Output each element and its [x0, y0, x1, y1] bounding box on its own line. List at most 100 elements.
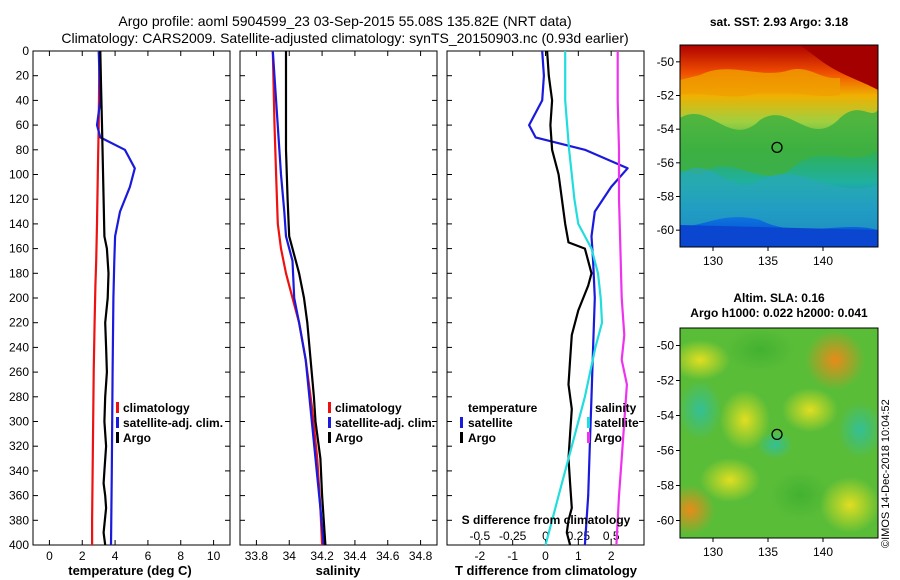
- depth-tick-label: 20: [16, 69, 30, 83]
- depth-tick-label: 360: [9, 489, 29, 503]
- lon-tick-label: 135: [758, 545, 778, 559]
- x-tick-label: 33.8: [245, 549, 269, 563]
- depth-tick-label: 140: [9, 217, 29, 231]
- sst-map-title: sat. SST: 2.93 Argo: 3.18: [710, 15, 849, 29]
- sst-field: [680, 45, 878, 247]
- depth-tick-label: 120: [9, 192, 29, 206]
- lon-tick-label: 130: [703, 254, 723, 268]
- t-difference-axis: -2 -1 0 1 2: [447, 50, 644, 563]
- salinity-panel-frame: [239, 50, 438, 546]
- depth-axis: 0 20 40 60 80 100 120 140 160 180 200 220 240 260 280 3…: [9, 44, 29, 552]
- difference-legend: temperature satellite Argo salinity sate…: [460, 401, 639, 445]
- title-line-2: Climatology: CARS2009. Satellite-adjuste…: [61, 30, 628, 46]
- difference-xlabel: T difference from climatology: [455, 563, 638, 578]
- lon-tick-label: 135: [758, 254, 778, 268]
- legend-t-argo: Argo: [468, 431, 496, 445]
- depth-tick-label: 280: [9, 390, 29, 404]
- depth-tick-label: 160: [9, 242, 29, 256]
- temperature-panel: 0204060801001201401601802002202402602803…: [9, 44, 231, 578]
- sst-map: sat. SST: 2.93 Argo: 3.18 -50-52-54-56-5…: [657, 15, 879, 268]
- x-tick-label: 10: [207, 549, 221, 563]
- sla-field: [680, 328, 878, 538]
- depth-tick-label: 260: [9, 365, 29, 379]
- legend-satellite-adj: satellite-adj. clim.: [123, 416, 223, 430]
- lon-tick-label: 130: [703, 545, 723, 559]
- series-line-t-argo: [546, 50, 593, 546]
- title-line-1: Argo profile: aoml 5904599_23 03-Sep-201…: [118, 13, 571, 29]
- x-tick-label: -2: [474, 549, 485, 563]
- series-line-s-satellite: [544, 51, 604, 546]
- x-tick-label: 34.2: [310, 549, 334, 563]
- depth-tick-label: 200: [9, 291, 29, 305]
- lat-tick-label: -60: [657, 514, 675, 528]
- x-tick-label: 4: [112, 549, 119, 563]
- legend-s-satellite: satellite: [594, 416, 639, 430]
- depth-tick-label: 400: [9, 538, 29, 552]
- x-tick-label: 0: [542, 549, 549, 563]
- x-tick-label: 6: [145, 549, 152, 563]
- lon-tick-label: 140: [813, 545, 833, 559]
- x2-tick-label: 0.5: [603, 529, 620, 543]
- legend-s-argo: Argo: [594, 431, 622, 445]
- depth-tick-label: 300: [9, 415, 29, 429]
- legend-salinity-title: salinity: [595, 401, 637, 415]
- depth-tick-label: 100: [9, 168, 29, 182]
- temperature-xlabel: temperature (deg C): [68, 563, 192, 578]
- x-tick-label: 34: [283, 549, 297, 563]
- sla-map: Altim. SLA: 0.16 Argo h1000: 0.022 h2000…: [657, 291, 879, 560]
- lat-tick-label: -52: [657, 89, 675, 103]
- depth-tick-label: 0: [22, 44, 29, 58]
- legend-climatology: climatology: [123, 401, 190, 415]
- legend-argo: Argo: [335, 431, 363, 445]
- lat-tick-label: -56: [657, 156, 675, 170]
- depth-tick-label: 220: [9, 316, 29, 330]
- depth-tick-label: 340: [9, 464, 29, 478]
- legend-climatology: climatology: [335, 401, 402, 415]
- lat-tick-label: -58: [657, 479, 675, 493]
- difference-x2label: S difference from climatology: [462, 513, 631, 527]
- series-line-climatology: [271, 50, 324, 546]
- sla-map-title-1: Altim. SLA: 0.16: [733, 291, 825, 305]
- sla-map-title-2: Argo h1000: 0.022 h2000: 0.041: [690, 306, 868, 320]
- lat-tick-label: -54: [657, 122, 675, 136]
- sla-map-axes: -50 -52 -54 -56 -58 -60 130 135 140: [657, 339, 834, 560]
- depth-tick-label: 60: [16, 118, 30, 132]
- lon-tick-label: 140: [813, 254, 833, 268]
- depth-tick-label: 240: [9, 340, 29, 354]
- temperature-axis: 0 2 4 6 8 10: [33, 50, 230, 563]
- series-line-argo: [284, 51, 327, 546]
- series-line-satellite-adj-clim-: [95, 50, 136, 546]
- x-tick-label: 0: [46, 549, 53, 563]
- timestamp-stamp: ©IMOS 14-Dec-2018 10:04:52: [880, 399, 892, 548]
- temperature-series: [90, 50, 136, 546]
- series-line-climatology: [90, 50, 101, 545]
- x2-tick-label: -0.25: [499, 529, 527, 543]
- x-tick-label: 34.4: [343, 549, 367, 563]
- x2-tick-label: 0: [542, 529, 549, 543]
- salinity-panel: 33.8 34 34.2 34.4 34.6 34.8 salinity climatol…: [239, 50, 438, 578]
- x-tick-label: 2: [79, 549, 86, 563]
- salinity-axis: 33.8 34 34.2 34.4 34.6 34.8: [240, 50, 437, 563]
- temperature-legend: climatology satellite-adj. clim. Argo: [116, 401, 223, 445]
- series-line-argo: [99, 50, 110, 546]
- sst-argo-marker: [771, 141, 783, 153]
- sla-argo-marker: [771, 428, 783, 441]
- sst-map-frame: [679, 44, 879, 248]
- difference-panel: -2 -1 0 1 2 -0.5 -0.25 0 0.25 0.5 T difference f…: [446, 50, 645, 578]
- series-line-s-argo: [615, 51, 629, 546]
- sla-map-frame: [679, 327, 879, 539]
- series-line-satellite-adj-clim-: [271, 50, 325, 546]
- lat-tick-label: -56: [657, 444, 675, 458]
- x-tick-label: -1: [507, 549, 518, 563]
- x-tick-label: 2: [608, 549, 615, 563]
- difference-series: [527, 50, 629, 546]
- x-tick-label: 34.8: [409, 549, 433, 563]
- legend-satellite-adj: satellite-adj. clim.: [335, 416, 435, 430]
- x2-tick-label: -0.5: [469, 529, 490, 543]
- depth-tick-label: 180: [9, 266, 29, 280]
- x-tick-label: 1: [575, 549, 582, 563]
- lat-tick-label: -54: [657, 409, 675, 423]
- x-tick-label: 34.6: [376, 549, 400, 563]
- temperature-panel-frame: [32, 50, 231, 546]
- salinity-legend: climatology satellite-adj. clim. Argo: [328, 401, 435, 445]
